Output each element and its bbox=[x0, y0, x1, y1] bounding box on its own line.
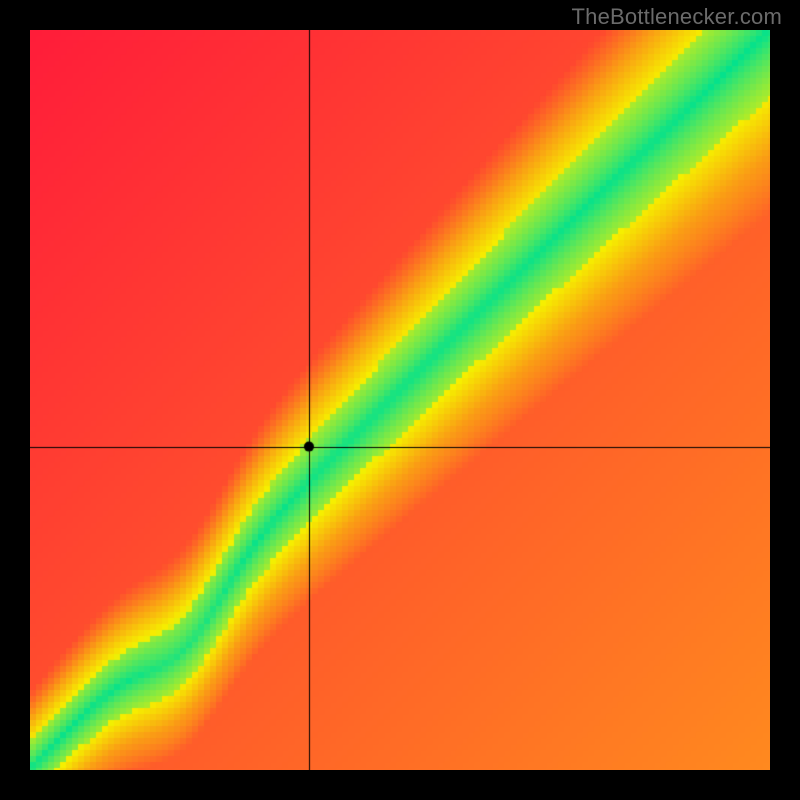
heatmap-canvas bbox=[30, 30, 770, 770]
heatmap-plot bbox=[30, 30, 770, 770]
chart-frame: TheBottlenecker.com bbox=[0, 0, 800, 800]
watermark-text: TheBottlenecker.com bbox=[572, 4, 782, 30]
